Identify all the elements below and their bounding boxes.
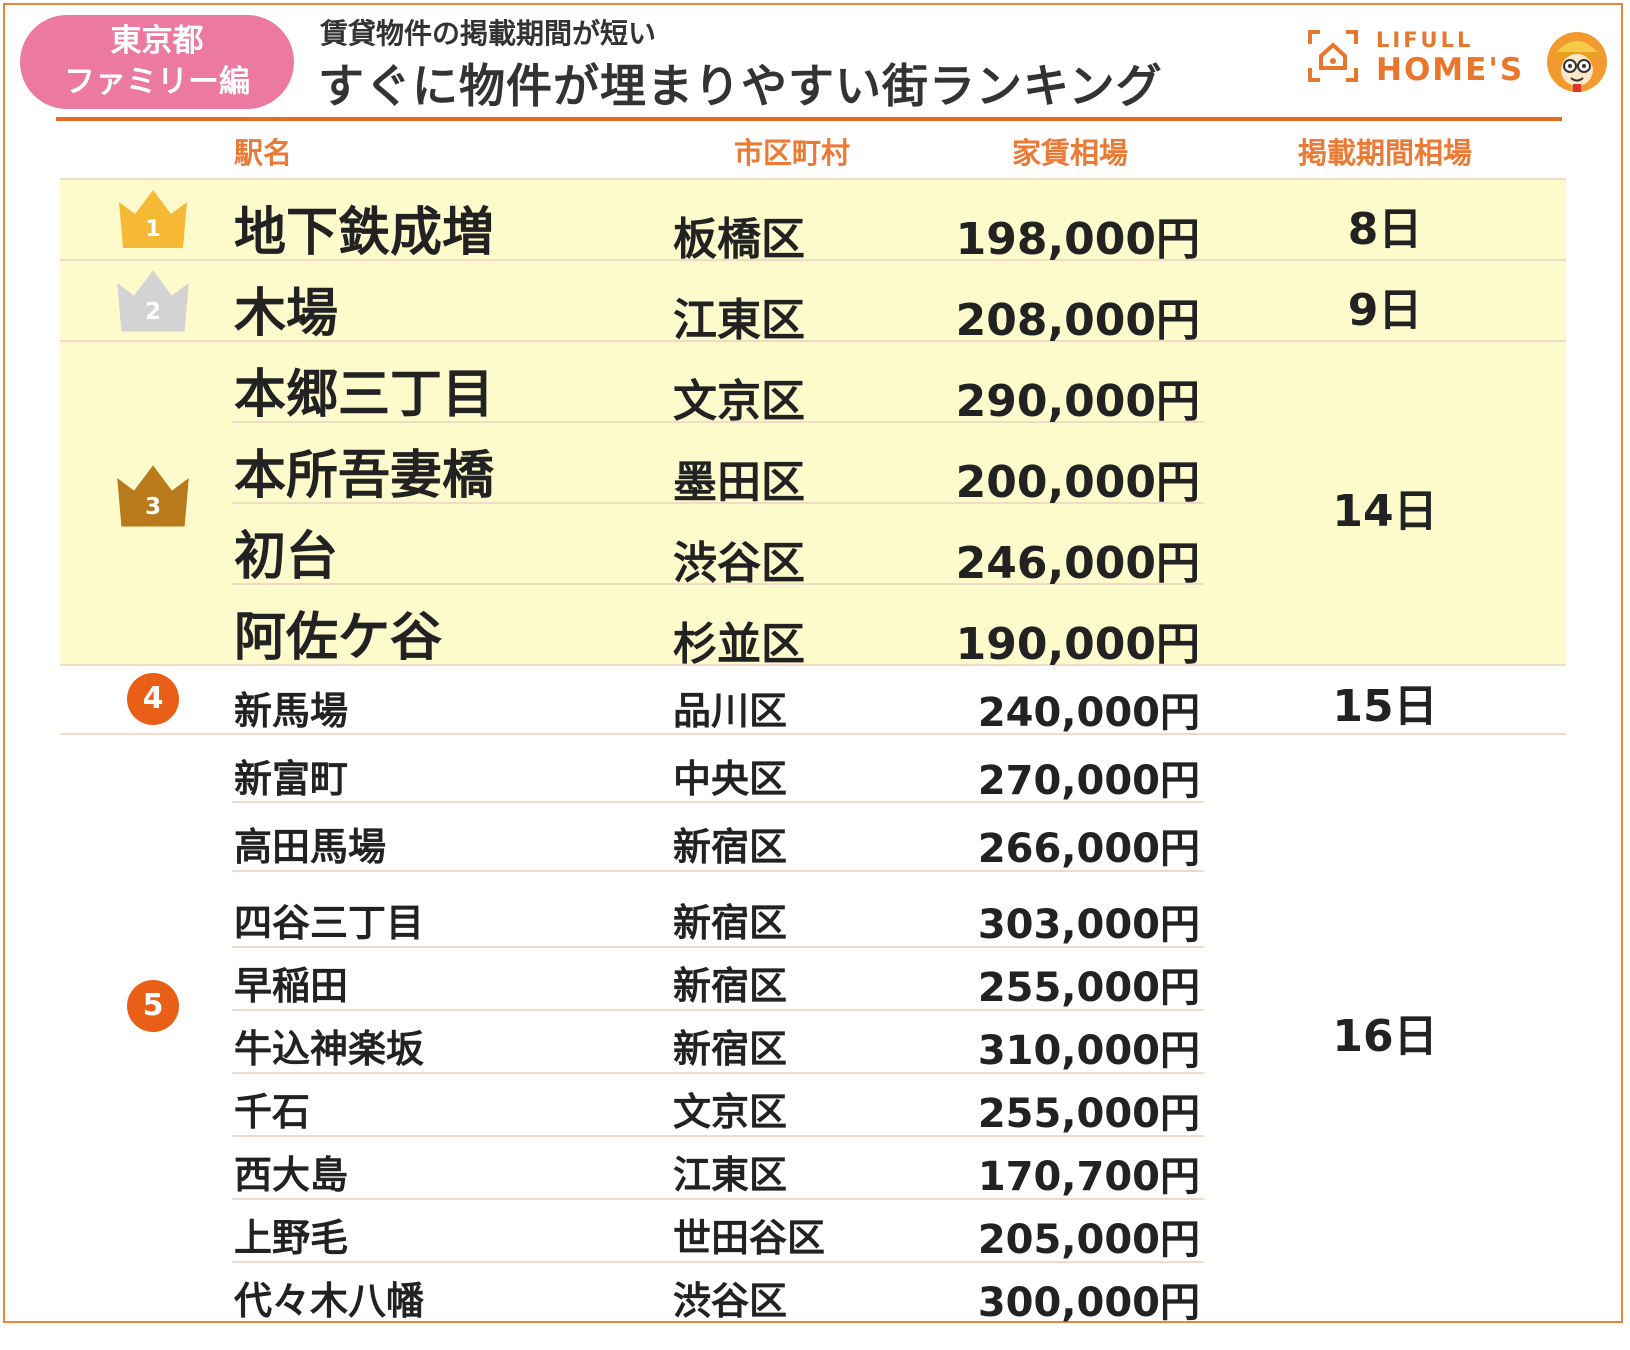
ward-name: 新宿区 (673, 1027, 788, 1071)
period-value: 16日 (1332, 1011, 1438, 1062)
rent-value: 205,000円 (977, 1217, 1200, 1263)
header-divider (56, 117, 1562, 121)
station-name: 初台 (234, 527, 339, 587)
row-divider (60, 664, 1566, 666)
row-divider (60, 178, 1566, 180)
house-icon (1308, 30, 1358, 82)
rank-2-label: 2 (145, 299, 161, 325)
station-name: 地下鉄成増 (234, 203, 495, 263)
ward-name: 新宿区 (673, 825, 788, 869)
ward-name: 板橋区 (673, 214, 805, 265)
period-value: 14日 (1332, 486, 1438, 537)
station-name: 阿佐ケ谷 (234, 608, 443, 668)
mascot-icon (1547, 32, 1607, 92)
rent-value: 290,000円 (955, 376, 1200, 427)
rent-value: 170,700円 (977, 1154, 1200, 1200)
station-name: 千石 (234, 1090, 311, 1134)
page-subtitle: 賃貸物件の掲載期間が短い (320, 17, 657, 50)
period-value: 15日 (1332, 681, 1438, 732)
category-tag: 東京都 ファミリー編 (20, 15, 294, 109)
ward-name: 渋谷区 (673, 538, 805, 589)
column-header-station: 駅名 (234, 136, 293, 170)
row-divider (232, 1261, 1204, 1263)
station-name: 本郷三丁目 (234, 365, 495, 425)
rent-value: 310,000円 (977, 1028, 1200, 1074)
station-name: 新馬場 (234, 689, 349, 733)
ward-name: 江東区 (673, 1153, 788, 1197)
ward-name: 墨田区 (673, 457, 805, 508)
rent-value: 255,000円 (977, 1091, 1200, 1137)
row-divider (232, 946, 1204, 948)
column-header-ward: 市区町村 (734, 136, 851, 170)
row-divider (232, 801, 1204, 803)
rent-value: 198,000円 (955, 214, 1200, 265)
logo-text-big: HOME'S (1376, 52, 1525, 88)
column-header-period: 掲載期間相場 (1298, 136, 1473, 170)
row-divider (232, 583, 1204, 585)
rent-value: 246,000円 (955, 538, 1200, 589)
rent-value: 208,000円 (955, 295, 1200, 346)
rank-3-crown-icon: 3 (117, 465, 189, 527)
category-tag-line2: ファミリー編 (64, 64, 250, 100)
ward-name: 新宿区 (673, 964, 788, 1008)
station-name: 本所吾妻橋 (234, 446, 495, 506)
ward-name: 渋谷区 (673, 1279, 788, 1323)
ward-name: 文京区 (673, 1090, 788, 1134)
ward-name: 中央区 (673, 757, 788, 801)
rent-value: 190,000円 (955, 619, 1200, 670)
rent-value: 303,000円 (977, 902, 1200, 948)
rank-1-label: 1 (145, 217, 160, 242)
column-header-rent: 家賃相場 (1012, 136, 1129, 170)
ward-name: 文京区 (673, 376, 805, 427)
page-title: すぐに物件が埋まりやすい街ランキング (318, 59, 1163, 113)
station-name: 四谷三丁目 (234, 901, 425, 945)
station-name: 上野毛 (234, 1216, 349, 1260)
top3-highlight-band (60, 180, 1566, 666)
station-name: 西大島 (234, 1153, 349, 1197)
station-name: 牛込神楽坂 (234, 1027, 425, 1071)
ward-name: 杉並区 (673, 619, 805, 670)
rank-1-crown-icon: 1 (119, 190, 187, 248)
rent-value: 240,000円 (977, 690, 1200, 736)
row-divider (232, 1009, 1204, 1011)
row-divider (232, 1135, 1204, 1137)
lifull-homes-logo: LIFULL HOME'S (1308, 26, 1528, 96)
rank-4-badge: 4 (127, 673, 179, 725)
station-name: 代々木八幡 (234, 1279, 425, 1323)
rent-value: 270,000円 (977, 758, 1200, 804)
row-divider (60, 733, 1566, 735)
category-tag-line1: 東京都 (110, 23, 204, 59)
period-value: 8日 (1347, 204, 1423, 255)
rent-value: 255,000円 (977, 965, 1200, 1011)
page-frame (3, 3, 1623, 1323)
ward-name: 江東区 (673, 295, 805, 346)
row-divider (232, 421, 1204, 423)
ward-name: 世田谷区 (673, 1216, 826, 1260)
period-value: 9日 (1347, 285, 1423, 336)
logo-text-small: LIFULL (1376, 28, 1474, 52)
row-divider (232, 1198, 1204, 1200)
row-divider (232, 502, 1204, 504)
row-divider (60, 259, 1566, 261)
station-name: 木場 (234, 284, 339, 344)
station-name: 高田馬場 (234, 825, 387, 869)
station-name: 早稲田 (234, 964, 349, 1008)
row-divider (232, 1072, 1204, 1074)
rent-value: 200,000円 (955, 457, 1200, 508)
ward-name: 新宿区 (673, 901, 788, 945)
rent-value: 300,000円 (977, 1280, 1200, 1326)
rank-3-label: 3 (145, 494, 161, 520)
rent-value: 266,000円 (977, 826, 1200, 872)
row-divider (60, 340, 1566, 342)
ward-name: 品川区 (673, 689, 788, 733)
station-name: 新富町 (234, 757, 349, 801)
rank-2-crown-icon: 2 (117, 270, 189, 332)
row-divider (232, 870, 1204, 872)
rank-5-badge: 5 (127, 980, 179, 1032)
